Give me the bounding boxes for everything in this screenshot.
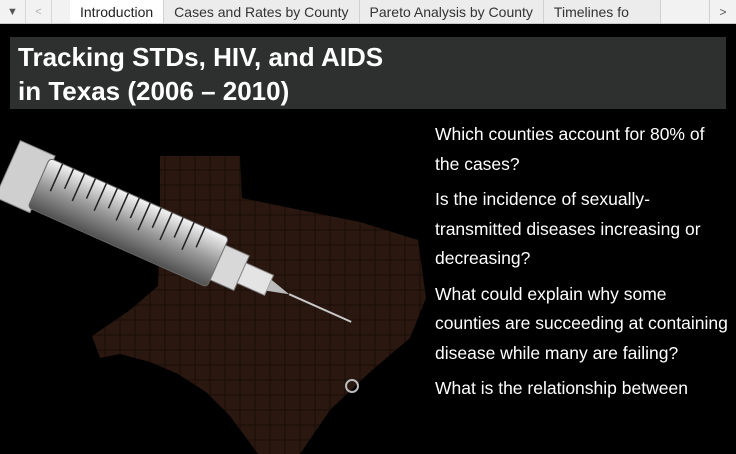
tabs-list: Introduction Cases and Rates by County P… — [70, 0, 736, 23]
tabs-scroll-left-button[interactable]: < — [26, 0, 52, 23]
tab-pareto-analysis[interactable]: Pareto Analysis by County — [359, 0, 544, 23]
chevron-left-icon: < — [35, 5, 42, 18]
title-band — [10, 37, 726, 109]
syringe-image — [0, 139, 352, 323]
page-title: Tracking STDs, HIV, and AIDS in Texas (2… — [18, 40, 383, 108]
chevron-right-icon: > — [719, 4, 727, 19]
question-4: What is the relationship between — [435, 378, 688, 398]
question-1: Which counties account for 80% of the ca… — [435, 124, 705, 174]
questions-list: Which counties account for 80% of the ca… — [435, 120, 730, 410]
title-line-2: in Texas (2006 – 2010) — [18, 76, 290, 106]
question-3: What could explain why some counties are… — [435, 283, 728, 363]
question-2: Is the incidence of sexually-transmitted… — [435, 189, 701, 268]
tab-introduction[interactable]: Introduction — [70, 0, 165, 23]
tab-cases-and-rates[interactable]: Cases and Rates by County — [164, 0, 360, 23]
tab-timelines[interactable]: Timelines fo — [543, 0, 661, 23]
title-line-1: Tracking STDs, HIV, and AIDS — [18, 42, 384, 72]
texas-syringe-illustration — [0, 139, 426, 454]
tabs-menu-button[interactable]: ▼ — [0, 0, 26, 23]
sheet-tab-bar: ▼ < Introduction Cases and Rates by Coun… — [0, 0, 736, 24]
dropdown-triangle-icon: ▼ — [7, 5, 18, 18]
tabs-scroll-right-button[interactable]: > — [709, 0, 736, 23]
